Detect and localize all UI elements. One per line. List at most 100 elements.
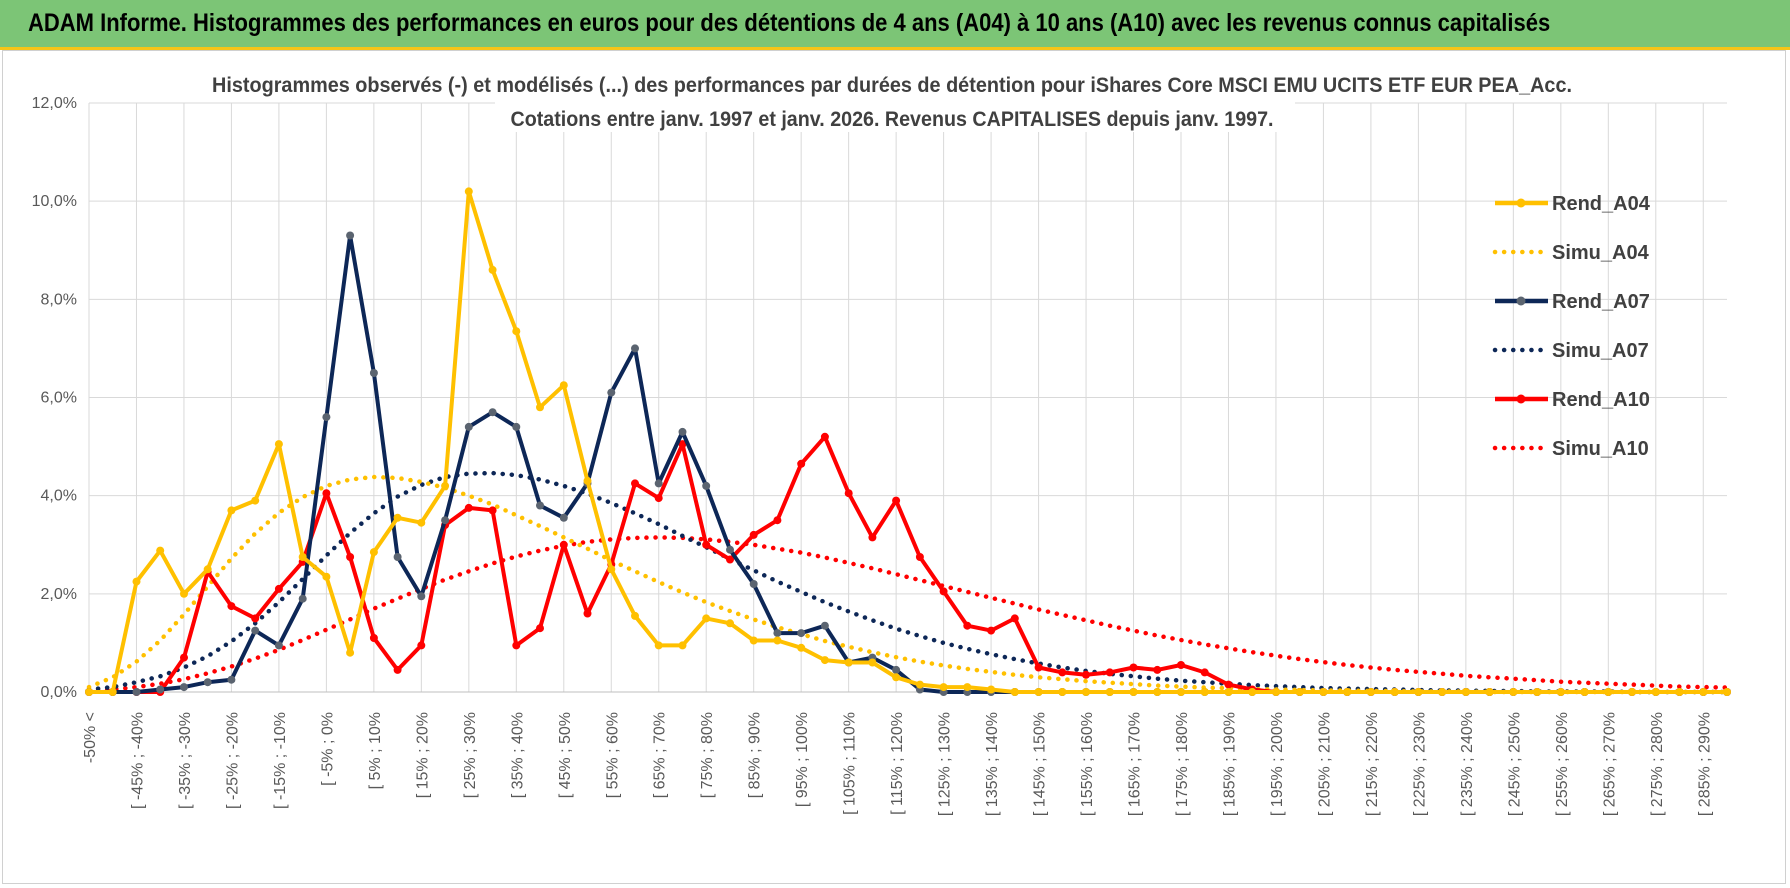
x-tick-label: [ 55% ; 60% (604, 712, 621, 798)
marker-Rend_A10 (1224, 680, 1233, 689)
x-tick-label: [ 25% ; 30% (462, 712, 479, 798)
marker-Rend_A04 (1675, 688, 1684, 696)
x-tick-label: [ 185% ; 190% (1221, 712, 1238, 816)
marker-Rend_A04 (393, 513, 402, 522)
marker-Rend_A07 (702, 481, 711, 490)
marker-Rend_A04 (844, 658, 853, 667)
x-tick-label: [ 85% ; 90% (747, 712, 764, 798)
series-line-Rend_A04 (89, 189, 1727, 694)
marker-Rend_A04 (631, 611, 639, 620)
marker-Rend_A10 (180, 653, 188, 662)
marker-Rend_A07 (417, 592, 426, 601)
marker-Rend_A04 (1272, 688, 1280, 696)
legend-marker-Rend_A04 (1516, 198, 1526, 208)
marker-Rend_A04 (369, 548, 378, 557)
marker-Rend_A10 (1105, 668, 1114, 677)
marker-Rend_A10 (488, 506, 497, 515)
marker-Rend_A04 (132, 577, 141, 586)
marker-Rend_A10 (939, 587, 948, 596)
marker-Rend_A07 (393, 553, 402, 561)
marker-Rend_A10 (1082, 670, 1090, 679)
chart-titles: Histogrammes observés (-) et modélisés (… (205, 68, 1605, 132)
marker-Rend_A04 (1153, 688, 1162, 696)
marker-Rend_A04 (654, 641, 663, 650)
marker-Rend_A04 (1248, 688, 1257, 696)
x-tick-label: [ 135% ; 140% (984, 712, 1001, 816)
marker-Rend_A07 (203, 678, 212, 687)
marker-Rend_A07 (559, 513, 568, 522)
marker-Rend_A07 (274, 641, 283, 650)
marker-Rend_A04 (1224, 688, 1233, 696)
series-line-Simu_A10 (86, 535, 1730, 694)
x-tick-label: [ 265% ; 270% (1601, 712, 1618, 816)
x-tick-label: [ 75% ; 80% (699, 712, 716, 798)
x-tick-label: [ 215% ; 220% (1364, 712, 1381, 816)
marker-Rend_A04 (797, 643, 806, 652)
marker-Rend_A04 (203, 565, 212, 574)
marker-Rend_A07 (820, 621, 829, 630)
legend-label-Rend_A10: Rend_A10 (1552, 389, 1650, 411)
marker-Rend_A04 (1699, 688, 1708, 696)
marker-Rend_A10 (820, 432, 829, 441)
series-line-Simu_A04 (86, 474, 1730, 695)
marker-Rend_A10 (987, 626, 996, 635)
marker-Rend_A07 (536, 501, 544, 510)
chart-frame (2, 50, 1786, 884)
header-banner: ADAM Informe. Histogrammes des performan… (0, 0, 1790, 50)
x-tick-label: [ 35% ; 40% (509, 712, 526, 798)
marker-Rend_A04 (1628, 688, 1636, 696)
series-line-Rend_A07 (89, 233, 1727, 694)
x-tick-label: -50% < (82, 712, 99, 763)
marker-Rend_A10 (227, 602, 236, 611)
chart-subtitle: Cotations entre janv. 1997 et janv. 2026… (511, 108, 1274, 131)
x-tick-label: [ -15% ; -10% (272, 712, 289, 809)
marker-Rend_A10 (797, 459, 806, 468)
marker-Rend_A10 (274, 584, 283, 593)
marker-Rend_A04 (892, 673, 901, 682)
marker-Rend_A04 (868, 658, 877, 667)
y-tick-label: 0,0% (41, 684, 77, 701)
marker-Rend_A10 (1177, 661, 1185, 669)
y-tick-label: 4,0% (41, 488, 77, 505)
marker-Rend_A04 (1058, 688, 1067, 696)
x-axis: -50% < [ -45% ; -40% [ -35% ; -30% [ -25% ;… (82, 691, 1727, 816)
x-tick-label: [ 175% ; 180% (1174, 712, 1191, 816)
marker-Rend_A10 (654, 494, 663, 503)
marker-Rend_A04 (749, 636, 758, 645)
marker-Rend_A04 (85, 688, 93, 696)
marker-Rend_A04 (1390, 688, 1399, 696)
marker-Rend_A10 (536, 624, 544, 633)
marker-Rend_A10 (1058, 668, 1067, 677)
marker-Rend_A07 (441, 516, 450, 525)
marker-Rend_A04 (1556, 688, 1565, 696)
marker-Rend_A04 (464, 187, 473, 196)
marker-Rend_A04 (274, 440, 283, 449)
marker-Rend_A04 (1343, 688, 1352, 696)
marker-Rend_A10 (868, 533, 877, 542)
x-tick-label: [ 165% ; 170% (1127, 712, 1144, 816)
marker-Rend_A04 (607, 565, 616, 574)
x-tick-label: [ 115% ; 120% (889, 712, 906, 815)
y-tick-label: 2,0% (41, 586, 77, 603)
marker-Rend_A04 (227, 506, 236, 515)
marker-Rend_A04 (1485, 688, 1494, 696)
marker-Rend_A04 (678, 641, 687, 650)
marker-Rend_A10 (1034, 663, 1043, 672)
marker-Rend_A07 (631, 344, 639, 353)
marker-Rend_A10 (631, 479, 639, 488)
legend-label-Rend_A07: Rend_A07 (1552, 291, 1650, 313)
marker-Rend_A10 (915, 553, 924, 561)
series-line-Rend_A10 (89, 434, 1727, 694)
marker-Rend_A04 (1651, 688, 1660, 696)
marker-Rend_A04 (702, 614, 711, 623)
marker-Rend_A10 (1129, 663, 1138, 672)
marker-Rend_A04 (939, 683, 948, 692)
marker-Rend_A04 (559, 381, 568, 390)
legend: Rend_A04 Simu_A04 Rend_A07 Simu_A07 Rend_A10… (1492, 193, 1651, 460)
legend-label-Simu_A07: Simu_A07 (1552, 340, 1649, 362)
marker-Rend_A04 (298, 553, 307, 561)
marker-Rend_A04 (417, 518, 426, 527)
marker-Rend_A04 (915, 680, 924, 689)
marker-Rend_A07 (227, 675, 236, 684)
marker-Rend_A04 (346, 648, 355, 657)
